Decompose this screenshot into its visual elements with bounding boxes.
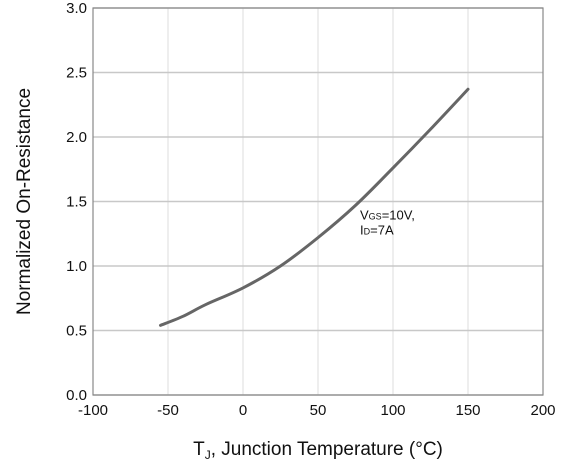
- x-axis-tick-labels: -100 -50 0 50 100 150 200: [78, 402, 556, 419]
- x-axis-label: TJ, Junction Temperature (°C): [193, 439, 443, 462]
- y-tick-label: 0.0: [66, 387, 87, 404]
- x-tick-label: 150: [455, 402, 480, 419]
- annotation-id: ID=7A: [360, 223, 394, 238]
- grid-lines: [92, 7, 544, 396]
- y-axis-tick-labels: 0.0 0.5 1.0 1.5 2.0 2.5 3.0: [66, 0, 87, 404]
- y-tick-label: 3.0: [66, 0, 87, 17]
- y-tick-label: 1.5: [66, 194, 87, 211]
- plot-area-border: [92, 7, 544, 396]
- y-tick-label: 0.5: [66, 323, 87, 340]
- y-tick-label: 2.5: [66, 65, 87, 82]
- x-tick-label: -50: [157, 402, 179, 419]
- y-tick-label: 2.0: [66, 129, 87, 146]
- x-tick-label: 100: [380, 402, 405, 419]
- x-tick-label: -100: [78, 402, 108, 419]
- y-axis-label: Normalized On-Resistance: [14, 88, 35, 315]
- x-tick-label: 50: [310, 402, 327, 419]
- annotation-vgs: VGS=10V,: [360, 208, 415, 223]
- y-tick-label: 1.0: [66, 258, 87, 275]
- x-tick-label: 0: [239, 402, 247, 419]
- x-tick-label: 200: [530, 402, 555, 419]
- series-line: [159, 87, 470, 327]
